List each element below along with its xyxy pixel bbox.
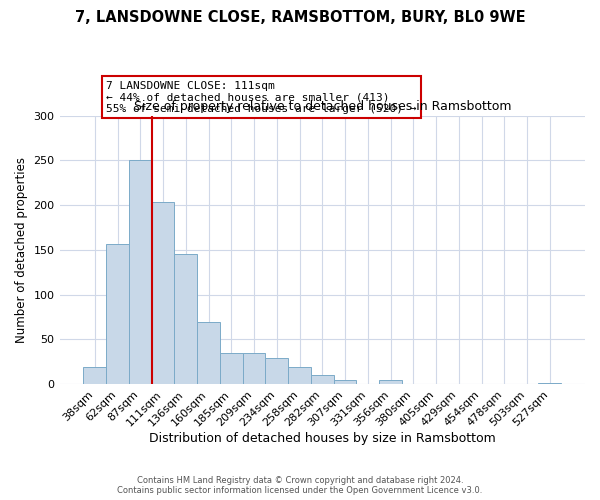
Bar [242, 352, 265, 384]
Text: 7 LANSDOWNE CLOSE: 111sqm
← 44% of detached houses are smaller (413)
55% of semi: 7 LANSDOWNE CLOSE: 111sqm ← 44% of detac… [106, 81, 416, 114]
Text: Contains HM Land Registry data © Crown copyright and database right 2024.
Contai: Contains HM Land Registry data © Crown c… [118, 476, 482, 495]
Bar [334, 380, 356, 384]
Bar [175, 254, 197, 384]
Bar [379, 380, 402, 384]
Y-axis label: Number of detached properties: Number of detached properties [15, 157, 28, 343]
Bar [152, 202, 175, 384]
Bar [311, 375, 334, 384]
Bar [265, 358, 288, 384]
Bar [83, 367, 106, 384]
Bar [220, 352, 242, 384]
Bar [197, 322, 220, 384]
Text: 7, LANSDOWNE CLOSE, RAMSBOTTOM, BURY, BL0 9WE: 7, LANSDOWNE CLOSE, RAMSBOTTOM, BURY, BL… [74, 10, 526, 25]
Bar [106, 244, 129, 384]
Bar [288, 367, 311, 384]
Bar [538, 383, 561, 384]
Title: Size of property relative to detached houses in Ramsbottom: Size of property relative to detached ho… [134, 100, 511, 113]
Bar [129, 160, 152, 384]
X-axis label: Distribution of detached houses by size in Ramsbottom: Distribution of detached houses by size … [149, 432, 496, 445]
